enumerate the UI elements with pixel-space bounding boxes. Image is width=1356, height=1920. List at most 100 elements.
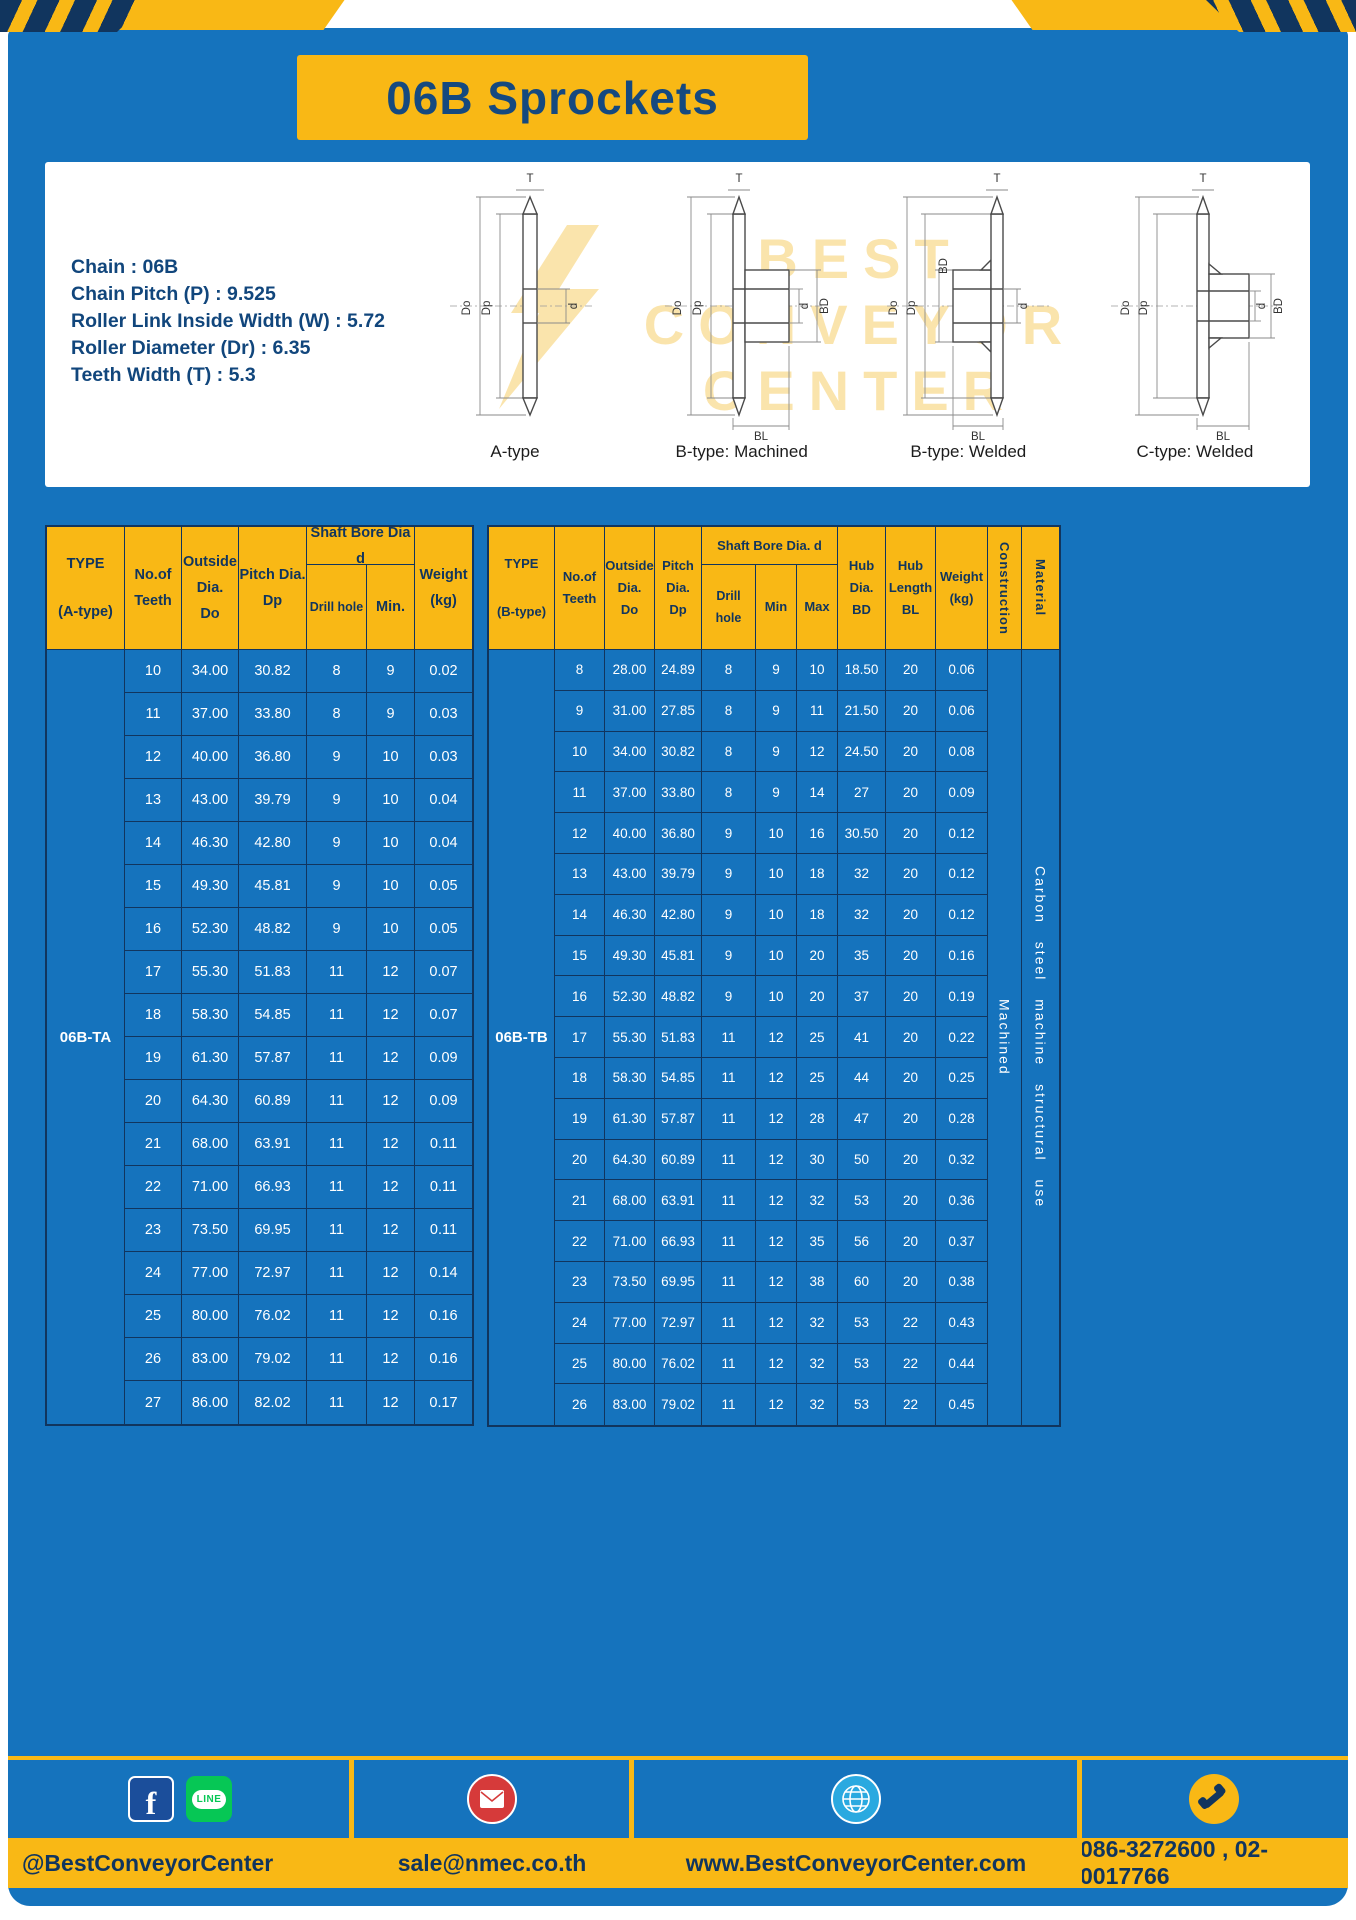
svg-text:Do: Do <box>888 301 900 316</box>
cell-pitch-dia: 57.87 <box>655 1098 702 1140</box>
cell-teeth: 20 <box>555 1139 605 1181</box>
phone-text[interactable]: 086-3272600 , 02-0017766 <box>1080 1836 1268 1889</box>
cell-outside-dia: 71.00 <box>182 1166 239 1209</box>
cell-hub-length: 20 <box>886 813 936 854</box>
table-row: 11 37.00 33.80 8 9 0.03 <box>125 693 472 736</box>
cell-min: 12 <box>756 1180 797 1222</box>
cell-outside-dia: 43.00 <box>182 779 239 822</box>
cell-drill-hole: 11 <box>702 1384 756 1426</box>
cell-hub-dia: 53 <box>838 1384 886 1426</box>
cell-max: 10 <box>797 650 838 691</box>
cell-weight: 0.12 <box>936 895 987 936</box>
col-header-min: Min <box>756 565 797 650</box>
cell-min: 9 <box>756 731 797 773</box>
cell-min: 10 <box>367 822 415 865</box>
cell-pitch-dia: 51.83 <box>239 951 307 994</box>
cell-teeth: 21 <box>125 1123 182 1166</box>
cell-drill-hole: 8 <box>702 772 756 814</box>
spec-line: Chain Pitch (P) : 9.525 <box>71 283 276 305</box>
table-row: 18 58.30 54.85 11 12 0.07 <box>125 994 472 1037</box>
cell-hub-length: 20 <box>886 853 936 895</box>
svg-text:BL: BL <box>1216 431 1231 442</box>
cell-teeth: 11 <box>555 772 605 814</box>
type-value: 06B-TB <box>495 1029 548 1046</box>
cell-min: 12 <box>756 1343 797 1385</box>
cell-pitch-dia: 36.80 <box>655 813 702 854</box>
cell-pitch-dia: 66.93 <box>239 1166 307 1209</box>
cell-min: 10 <box>367 865 415 908</box>
cell-max: 35 <box>797 1221 838 1262</box>
cell-hub-length: 20 <box>886 1139 936 1181</box>
col-header-outside-dia: Outside Dia. Do <box>182 527 239 650</box>
cell-weight: 0.09 <box>415 1080 472 1123</box>
cell-weight: 0.11 <box>415 1166 472 1209</box>
cell-weight: 0.08 <box>936 732 987 773</box>
cell-pitch-dia: 39.79 <box>239 779 307 822</box>
svg-text:d: d <box>1018 303 1030 309</box>
table-row: 26 83.00 79.02 11 12 0.16 <box>125 1338 472 1381</box>
phone-icon[interactable] <box>1189 1774 1239 1824</box>
cell-pitch-dia: 60.89 <box>239 1080 307 1123</box>
table-row: 27 86.00 82.02 11 12 0.17 <box>125 1381 472 1424</box>
svg-text:T: T <box>735 173 742 185</box>
table-row: 8 28.00 24.89 8 9 10 18.50 20 0.06 <box>555 650 987 691</box>
cell-outside-dia: 34.00 <box>605 731 655 773</box>
col-header-hub-length: Hub Length BL <box>886 527 936 650</box>
cell-weight: 0.09 <box>936 772 987 814</box>
cell-pitch-dia: 45.81 <box>239 865 307 908</box>
email-icon[interactable] <box>467 1774 517 1824</box>
diagram-b-type-welded: T Do Dp BD <box>858 170 1078 480</box>
cell-weight: 0.09 <box>415 1037 472 1080</box>
cell-pitch-dia: 39.79 <box>655 853 702 895</box>
email-text[interactable]: sale@nmec.co.th <box>397 1849 587 1876</box>
page-title: 06B Sprockets <box>386 71 719 124</box>
table-row: 23 73.50 69.95 11 12 38 60 20 0.38 <box>555 1261 987 1303</box>
website-text[interactable]: www.BestConveyorCenter.com <box>685 1849 1027 1876</box>
facebook-letter: f <box>145 1785 157 1821</box>
cell-pitch-dia: 79.02 <box>239 1338 307 1381</box>
cell-teeth: 27 <box>125 1381 182 1424</box>
cell-hub-length: 20 <box>886 1221 936 1262</box>
cell-drill-hole: 9 <box>702 853 756 895</box>
cell-hub-dia: 37 <box>838 976 886 1018</box>
table-a-header: No.of Teeth Outside Dia. Do Pitch Dia. D… <box>125 525 472 650</box>
cell-teeth: 15 <box>125 865 182 908</box>
cell-pitch-dia: 48.82 <box>239 908 307 951</box>
table-row: 15 49.30 45.81 9 10 20 35 20 0.16 <box>555 935 987 977</box>
line-icon[interactable]: LINE <box>186 1776 232 1822</box>
cell-weight: 0.05 <box>415 908 472 951</box>
table-row: 25 80.00 76.02 11 12 0.16 <box>125 1295 472 1338</box>
cell-pitch-dia: 27.85 <box>655 690 702 732</box>
col-header-construction: Construction <box>988 527 1021 650</box>
cell-outside-dia: 58.30 <box>182 994 239 1037</box>
cell-weight: 0.36 <box>936 1180 987 1222</box>
footer-separator <box>1077 1756 1082 1888</box>
cell-weight: 0.06 <box>936 650 987 691</box>
col-header-shaft-bore-group: Shaft Bore Dia d <box>307 525 415 567</box>
cell-max: 18 <box>797 894 838 936</box>
cell-pitch-dia: 33.80 <box>655 772 702 814</box>
cell-min: 12 <box>756 1261 797 1303</box>
cell-outside-dia: 64.30 <box>182 1080 239 1123</box>
facebook-icon[interactable]: f <box>128 1776 174 1822</box>
cell-drill-hole: 9 <box>702 894 756 936</box>
cell-min: 12 <box>367 1123 415 1166</box>
construction-value: Machined <box>996 999 1013 1076</box>
cell-pitch-dia: 66.93 <box>655 1221 702 1262</box>
cell-teeth: 13 <box>125 779 182 822</box>
cell-hub-length: 20 <box>886 1261 936 1303</box>
cell-hub-length: 20 <box>886 1057 936 1099</box>
cell-hub-dia: 47 <box>838 1098 886 1140</box>
globe-icon[interactable] <box>831 1774 881 1824</box>
cell-hub-length: 22 <box>886 1384 936 1426</box>
svg-text:d: d <box>1256 303 1268 309</box>
cell-min: 12 <box>367 1166 415 1209</box>
spec-line: Roller Link Inside Width (W) : 5.72 <box>71 310 386 332</box>
social-handle-text[interactable]: @BestConveyorCenter <box>22 1849 274 1876</box>
cell-teeth: 18 <box>125 994 182 1037</box>
cell-outside-dia: 37.00 <box>605 772 655 814</box>
svg-text:T: T <box>994 173 1001 185</box>
cell-drill-hole: 11 <box>307 1123 367 1166</box>
table-row: 18 58.30 54.85 11 12 25 44 20 0.25 <box>555 1057 987 1099</box>
svg-text:Do: Do <box>1120 301 1132 316</box>
